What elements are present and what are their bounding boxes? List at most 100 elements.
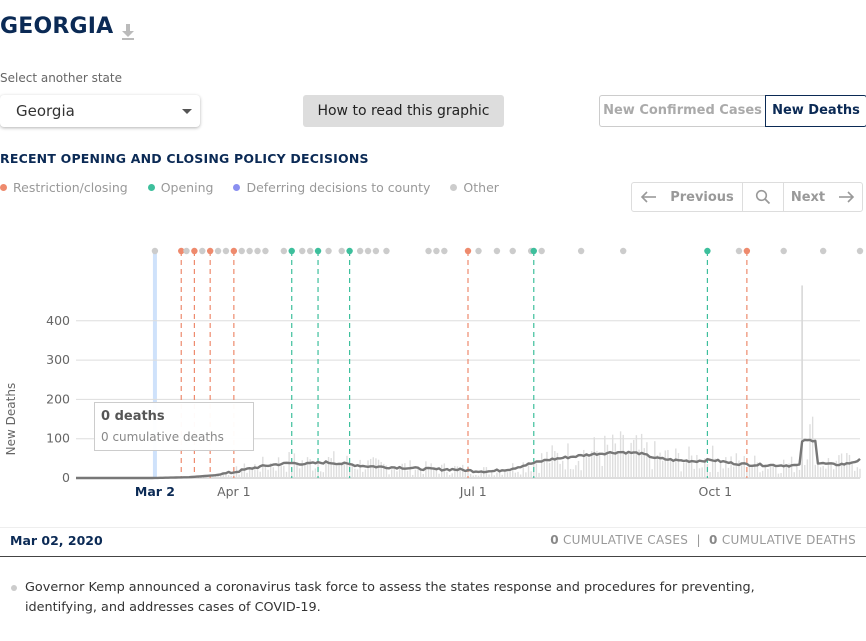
toggle-new-deaths[interactable]: New Deaths — [765, 95, 866, 127]
daily-bar — [480, 470, 482, 478]
next-button[interactable]: Next — [784, 183, 862, 211]
daily-bar — [677, 453, 680, 478]
daily-bar — [832, 469, 835, 478]
policy-event-dot — [230, 247, 238, 255]
policy-event-dot — [325, 247, 332, 255]
daily-bar — [546, 451, 548, 478]
search-icon — [755, 189, 771, 205]
daily-bar — [396, 471, 398, 478]
daily-bar — [656, 455, 659, 478]
daily-bar — [780, 473, 782, 478]
daily-bar — [554, 451, 556, 478]
daily-bar — [425, 461, 427, 478]
daily-bar — [846, 453, 848, 478]
daily-bar — [548, 462, 551, 478]
event-navigation: Previous Next — [631, 182, 863, 212]
daily-bar — [669, 458, 672, 478]
daily-bar — [606, 444, 609, 478]
daily-bar — [848, 454, 851, 478]
daily-bar — [575, 465, 577, 478]
daily-bar — [680, 471, 682, 478]
legend-item-opening: Opening — [147, 180, 214, 195]
daily-bar — [814, 464, 816, 478]
daily-bar — [327, 456, 330, 478]
policy-event-dot — [383, 247, 390, 255]
policy-event-dot — [704, 247, 711, 255]
y-tick-label: 0 — [62, 470, 70, 485]
policy-event-dot — [364, 247, 372, 255]
state-select[interactable]: Georgia — [0, 95, 200, 127]
daily-bar — [790, 456, 793, 478]
cumulative-cases-value: 0 — [550, 533, 559, 547]
daily-bar — [372, 457, 374, 478]
daily-bar — [664, 450, 667, 478]
daily-bar — [391, 469, 393, 478]
daily-bar — [764, 464, 766, 478]
daily-bar — [401, 463, 403, 478]
previous-button[interactable]: Previous — [632, 183, 743, 211]
state-select-value: Georgia — [16, 102, 75, 120]
daily-bar — [512, 463, 514, 478]
daily-bar — [367, 460, 369, 478]
arrow-right-icon — [839, 191, 855, 203]
policy-event-dot — [151, 247, 159, 255]
daily-bar — [722, 468, 724, 478]
policy-event-dot — [441, 247, 448, 255]
daily-bar — [359, 459, 361, 478]
daily-bar — [635, 435, 638, 478]
search-button[interactable] — [743, 183, 784, 211]
daily-bar — [356, 469, 359, 478]
daily-bar — [259, 471, 261, 478]
daily-bar — [404, 463, 406, 478]
daily-bar — [661, 460, 664, 478]
daily-bar — [569, 468, 572, 478]
daily-bar — [704, 458, 706, 478]
how-to-read-button[interactable]: How to read this graphic — [303, 95, 504, 127]
daily-bar — [338, 463, 340, 478]
legend-label: Opening — [160, 180, 214, 195]
x-tick-label: Mar 2 — [135, 484, 175, 499]
daily-bar — [772, 463, 774, 478]
policy-event-dot — [372, 247, 380, 255]
y-axis-label: New Deaths — [4, 383, 18, 456]
toggle-new-confirmed-cases[interactable]: New Confirmed Cases — [599, 95, 765, 127]
daily-bar — [475, 475, 477, 478]
tooltip-title: 0 deaths — [101, 409, 165, 424]
daily-bar — [256, 470, 259, 478]
daily-bar — [693, 468, 695, 478]
daily-bar — [617, 451, 619, 478]
daily-bar — [562, 460, 564, 478]
daily-bar — [467, 466, 469, 478]
daily-bar — [301, 460, 303, 478]
deaths-chart[interactable]: 0 100 200 300 400 New Deaths Mar 2 Apr 1 Jul 1 Oc… — [0, 240, 866, 510]
daily-bar — [701, 467, 703, 478]
daily-bar — [840, 453, 843, 478]
daily-bar — [596, 450, 598, 478]
daily-bar — [743, 456, 745, 478]
daily-bar — [819, 467, 822, 478]
daily-bar — [275, 470, 277, 478]
daily-bar — [598, 454, 601, 478]
policy-event-dot — [425, 247, 432, 255]
daily-bar — [319, 471, 322, 478]
daily-bar — [640, 433, 643, 478]
daily-bar — [746, 470, 748, 478]
daily-bar — [519, 474, 522, 478]
daily-bar — [564, 469, 567, 478]
daily-bar — [314, 468, 317, 478]
event-description: Governor Kemp announced a coronavirus ta… — [25, 580, 755, 615]
daily-bar — [690, 455, 693, 478]
state-title: GEORGIA — [0, 14, 114, 39]
daily-bar — [451, 473, 453, 478]
daily-bar — [330, 458, 332, 478]
download-icon[interactable] — [120, 22, 136, 42]
y-tick-label: 100 — [46, 431, 70, 446]
y-tick-label: 300 — [46, 352, 70, 367]
daily-bar — [472, 475, 474, 478]
daily-bar — [659, 452, 661, 478]
daily-bar — [288, 452, 290, 478]
daily-bar — [590, 451, 593, 478]
policy-event-dot — [743, 247, 751, 255]
policy-event-dot — [819, 247, 827, 255]
daily-bar — [751, 465, 753, 478]
